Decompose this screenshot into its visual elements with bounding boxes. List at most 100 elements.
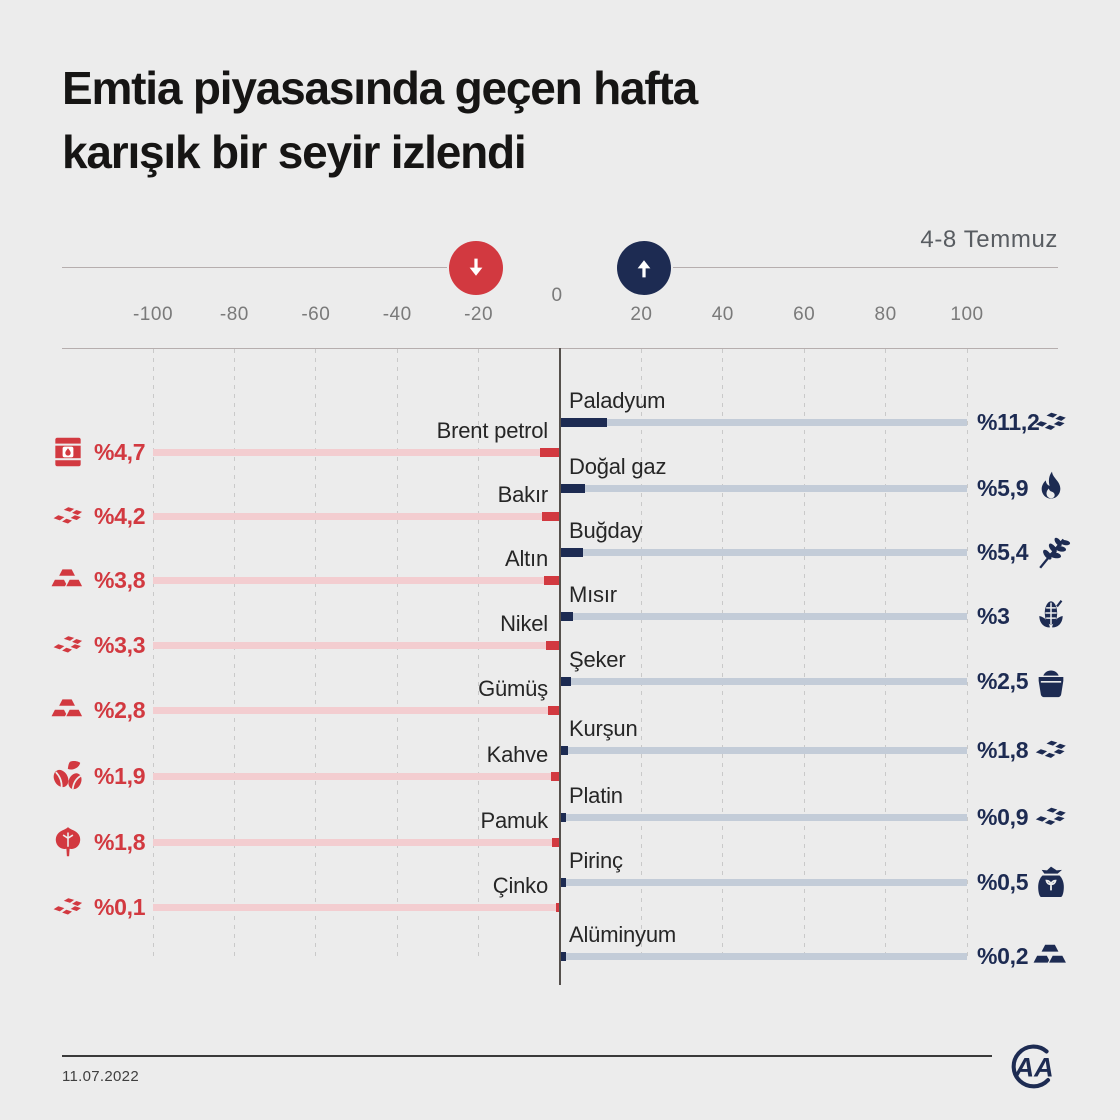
- commodity-label: Bakır: [497, 482, 549, 507]
- bar-value-up: [561, 612, 574, 621]
- header-rule-right: [673, 267, 1058, 268]
- nuggets-icon: [1031, 730, 1071, 770]
- bar-track-up: [561, 747, 967, 754]
- ingots-icon: [49, 691, 87, 729]
- bar-value-up: [561, 418, 607, 427]
- page-title: Emtia piyasasında geçen hafta karışık bi…: [62, 56, 698, 184]
- header-rule-left: [62, 267, 447, 268]
- bar-value-down: [539, 448, 559, 457]
- axis-tick-label: -40: [382, 304, 412, 325]
- gridline: [396, 349, 398, 958]
- bar-track-up: [561, 678, 967, 685]
- corn-icon: [1031, 596, 1071, 636]
- axis-tick-label: 100: [950, 304, 984, 325]
- axis-tick-label: -100: [132, 304, 174, 325]
- down-arrow-icon: [469, 258, 483, 276]
- nuggets-icon: [49, 497, 87, 535]
- commodity-label: Pamuk: [480, 808, 549, 833]
- cotton-leaf-icon: [49, 823, 87, 861]
- page-title-line-1: Emtia piyasasında geçen hafta: [62, 62, 698, 114]
- gridline: [966, 349, 968, 958]
- commodity-label: Paladyum: [569, 388, 666, 413]
- commodity-label: Pirinç: [569, 848, 623, 873]
- axis-tick-label: -20: [464, 304, 494, 325]
- gridline: [640, 349, 642, 958]
- anadolu-agency-logo-icon: AA: [1002, 1040, 1064, 1092]
- bar-track-down: [153, 839, 559, 846]
- value-label: %1,9: [94, 763, 146, 789]
- bar-value-down: [551, 772, 559, 781]
- commodity-label: Mısır: [569, 582, 617, 607]
- cocoa-beans-icon: [49, 757, 87, 795]
- value-label: %1,8: [94, 829, 146, 855]
- bar-value-up: [561, 677, 572, 686]
- nuggets-icon: [49, 888, 87, 926]
- value-label: %5,4: [977, 539, 1029, 565]
- bar-value-down: [543, 576, 559, 585]
- bar-value-down: [556, 903, 559, 912]
- commodity-label: Alüminyum: [569, 922, 677, 947]
- oil-barrel-icon: [49, 433, 87, 471]
- bar-track-down: [153, 577, 559, 584]
- bar-track-up: [561, 485, 967, 492]
- axis-tick-label: 60: [793, 304, 816, 325]
- date-label: 11.07.2022: [62, 1068, 139, 1085]
- bar-track-down: [153, 642, 559, 649]
- value-label: %4,7: [94, 439, 146, 465]
- value-label: %5,9: [977, 475, 1029, 501]
- value-label: %0,2: [977, 943, 1029, 969]
- bar-track-down: [153, 513, 559, 520]
- page-title-line-2: karışık bir seyir izlendi: [62, 126, 527, 178]
- gridline: [315, 349, 317, 958]
- bar-value-up: [561, 548, 583, 557]
- gridline: [233, 349, 235, 958]
- bar-value-up: [561, 484, 585, 493]
- period-label: 4-8 Temmuz: [920, 226, 1058, 253]
- commodity-label: Kahve: [486, 742, 549, 767]
- flame-icon: [1031, 468, 1071, 508]
- axis-tick-label: 40: [711, 304, 734, 325]
- logo-text: AA: [1014, 1052, 1054, 1083]
- bar-track-up: [561, 419, 967, 426]
- value-label: %3,3: [94, 632, 146, 658]
- value-label: %0,5: [977, 869, 1029, 895]
- bar-track-down: [153, 449, 559, 456]
- bar-track-up: [561, 549, 967, 556]
- bar-value-down: [551, 838, 559, 847]
- value-label: %0,9: [977, 804, 1029, 830]
- commodity-label: Buğday: [569, 518, 643, 543]
- bar-value-up: [561, 813, 566, 822]
- bar-track-down: [153, 773, 559, 780]
- bar-value-up: [561, 746, 569, 755]
- ingots-icon: [1031, 936, 1071, 976]
- down-legend-badge: [449, 241, 503, 295]
- commodity-label: Çinko: [492, 873, 548, 898]
- bar-value-down: [541, 512, 559, 521]
- bar-value-up: [561, 878, 566, 887]
- commodity-label: Şeker: [569, 647, 626, 672]
- axis-zero-label: 0: [551, 285, 563, 306]
- value-label: %3: [977, 603, 1010, 629]
- axis-tick-label: 80: [874, 304, 897, 325]
- commodity-label: Platin: [569, 783, 623, 808]
- bar-track-down: [153, 707, 559, 714]
- gridline: [885, 349, 887, 958]
- bar-track-up: [561, 879, 967, 886]
- up-arrow-icon: [637, 260, 651, 278]
- value-label: %0,1: [94, 894, 146, 920]
- value-label: %11,2: [977, 409, 1040, 435]
- bar-value-up: [561, 952, 566, 961]
- sugar-pot-icon: [1031, 661, 1071, 701]
- bar-track-up: [561, 814, 967, 821]
- value-label: %4,2: [94, 503, 146, 529]
- footer-rule: [62, 1055, 992, 1057]
- commodity-label: Doğal gaz: [569, 454, 667, 479]
- value-label: %2,8: [94, 697, 146, 723]
- nuggets-icon: [49, 626, 87, 664]
- value-label: %3,8: [94, 567, 146, 593]
- commodity-label: Kurşun: [569, 716, 638, 741]
- axis-tick-label: 20: [630, 304, 653, 325]
- axis-tick-label: -60: [301, 304, 331, 325]
- commodity-label: Brent petrol: [436, 418, 549, 443]
